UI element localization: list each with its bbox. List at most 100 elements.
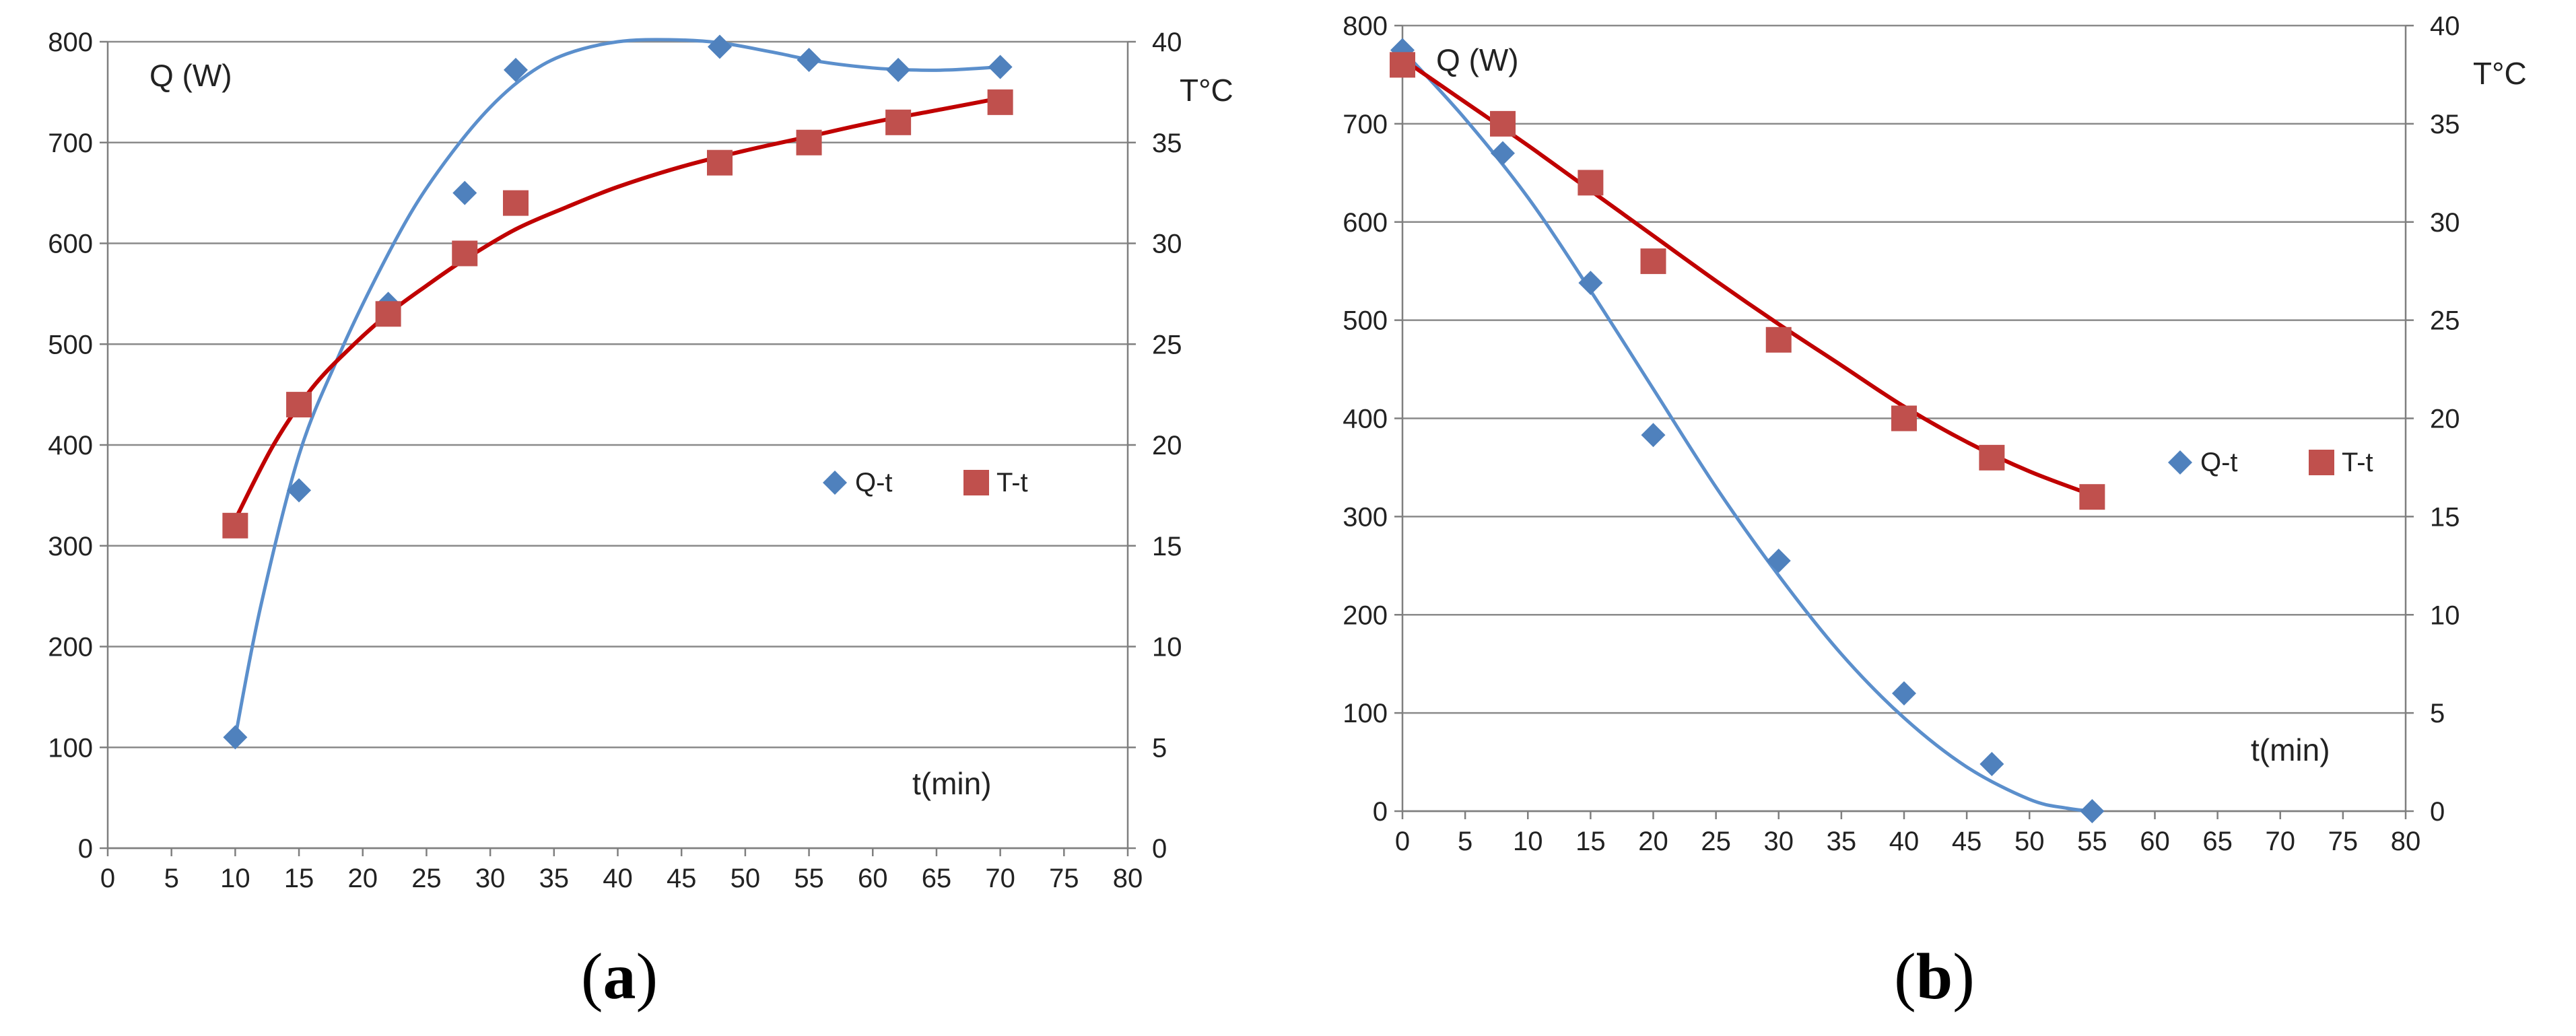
caption-a-letter: a <box>603 940 636 1013</box>
trendline-q-t <box>233 38 1001 738</box>
trendline-t-t <box>1401 57 2093 497</box>
legend-label-q-t: Q-t <box>855 468 893 497</box>
data-point-t-t <box>1490 110 1516 137</box>
trendline-t-t <box>233 96 1001 521</box>
y-left-tick-label: 300 <box>48 532 93 561</box>
x-tick-label: 0 <box>1395 827 1410 856</box>
y-right-tick-label: 40 <box>2430 11 2460 41</box>
data-point-t-t <box>1765 326 1792 353</box>
legend-label-t-t: T-t <box>996 468 1028 497</box>
y-left-axis-label: Q (W) <box>1436 42 1519 77</box>
data-point-q-t <box>2080 799 2105 823</box>
data-point-t-t <box>1640 248 1666 275</box>
x-tick-label: 20 <box>1638 827 1668 856</box>
data-point-q-t <box>988 55 1013 79</box>
data-point-t-t <box>286 392 312 418</box>
caption-b-letter: b <box>1916 940 1953 1013</box>
x-tick-label: 60 <box>858 864 888 893</box>
data-point-t-t <box>796 129 822 156</box>
data-point-t-t <box>1578 170 1604 196</box>
y-right-axis-label: T°C <box>2473 56 2527 91</box>
data-point-t-t <box>503 190 529 216</box>
data-point-q-t <box>452 180 477 205</box>
caption-a-open: ( <box>580 940 603 1013</box>
data-point-q-t <box>1641 423 1666 448</box>
caption-b-open: ( <box>1894 940 1916 1013</box>
x-tick-label: 45 <box>1952 827 1982 856</box>
x-tick-label: 15 <box>284 864 314 893</box>
data-point-t-t <box>375 301 401 327</box>
y-right-tick-label: 0 <box>2430 797 2445 827</box>
data-point-t-t <box>1891 405 1917 431</box>
y-right-tick-label: 20 <box>1152 431 1182 460</box>
caption-a-close: ) <box>636 940 658 1013</box>
data-point-q-t <box>504 57 528 82</box>
data-point-q-t <box>287 478 312 503</box>
caption-b: (b) <box>1800 939 2069 1014</box>
x-tick-label: 35 <box>539 864 570 893</box>
x-tick-label: 0 <box>100 864 115 893</box>
trendline-q-t <box>1401 48 2093 813</box>
x-tick-label: 5 <box>164 864 179 893</box>
y-right-tick-label: 35 <box>2430 110 2460 139</box>
data-point-t-t <box>1390 52 1415 78</box>
legend-marker-q-t <box>823 471 847 495</box>
legend-label-q-t: Q-t <box>2200 448 2238 477</box>
y-left-axis-label: Q (W) <box>149 58 232 93</box>
x-tick-label: 75 <box>1049 864 1079 893</box>
y-right-tick-label: 15 <box>1152 532 1182 561</box>
x-tick-label: 75 <box>2328 827 2359 856</box>
chart-panel-a: 0 100 200 300 400 500 600 700 800 0 5 10 15 20 25 30 35 4… <box>48 28 1233 1013</box>
x-tick-label: 55 <box>2077 827 2107 856</box>
chart-a: 0100200300400500600700800051015202530354… <box>48 28 1233 893</box>
data-point-t-t <box>2079 484 2105 510</box>
data-point-q-t <box>1892 681 1916 705</box>
legend-marker-q-t <box>2168 450 2192 475</box>
chart-b: 0100200300400500600700800051015202530354… <box>1343 11 2527 856</box>
y-right-tick-label: 10 <box>1152 633 1182 662</box>
x-tick-label: 50 <box>731 864 761 893</box>
x-tick-label: 15 <box>1575 827 1606 856</box>
x-tick-label: 25 <box>411 864 442 893</box>
caption-b-close: ) <box>1953 940 1975 1013</box>
x-tick-label: 60 <box>2140 827 2170 856</box>
x-tick-label: 70 <box>985 864 1015 893</box>
data-point-q-t <box>1979 751 2004 776</box>
x-tick-label: 25 <box>1701 827 1731 856</box>
y-left-tick-label: 0 <box>78 834 93 864</box>
y-right-tick-label: 25 <box>1152 330 1182 359</box>
data-point-q-t <box>1491 141 1515 166</box>
y-right-tick-label: 30 <box>1152 230 1182 259</box>
y-left-tick-label: 300 <box>1343 502 1388 532</box>
x-tick-label: 40 <box>603 864 633 893</box>
y-left-tick-label: 700 <box>1343 110 1388 139</box>
legend-marker-t-t <box>2309 450 2334 475</box>
data-point-q-t <box>1578 271 1603 296</box>
y-left-tick-label: 400 <box>48 431 93 460</box>
x-tick-label: 80 <box>2391 827 2421 856</box>
y-right-tick-label: 0 <box>1152 834 1167 864</box>
data-point-t-t <box>222 512 248 539</box>
data-point-t-t <box>1979 444 2005 471</box>
data-point-t-t <box>452 240 478 267</box>
x-axis-label: t(min) <box>912 766 992 801</box>
y-left-tick-label: 200 <box>1343 600 1388 630</box>
x-tick-label: 65 <box>922 864 952 893</box>
x-tick-label: 35 <box>1827 827 1857 856</box>
x-tick-label: 30 <box>1764 827 1794 856</box>
y-right-tick-label: 35 <box>1152 129 1182 158</box>
data-point-q-t <box>796 47 821 72</box>
data-point-t-t <box>987 89 1013 115</box>
y-right-tick-label: 15 <box>2430 502 2460 532</box>
data-point-t-t <box>707 149 733 176</box>
x-axis-label: t(min) <box>2251 732 2330 767</box>
data-point-q-t <box>1766 549 1791 574</box>
x-tick-label: 45 <box>667 864 697 893</box>
y-right-tick-label: 40 <box>1152 28 1182 57</box>
x-tick-label: 40 <box>1889 827 1920 856</box>
y-right-tick-label: 30 <box>2430 208 2460 238</box>
x-tick-label: 10 <box>1513 827 1543 856</box>
y-right-tick-label: 20 <box>2430 405 2460 434</box>
y-left-tick-label: 400 <box>1343 405 1388 434</box>
data-point-q-t <box>886 57 911 82</box>
